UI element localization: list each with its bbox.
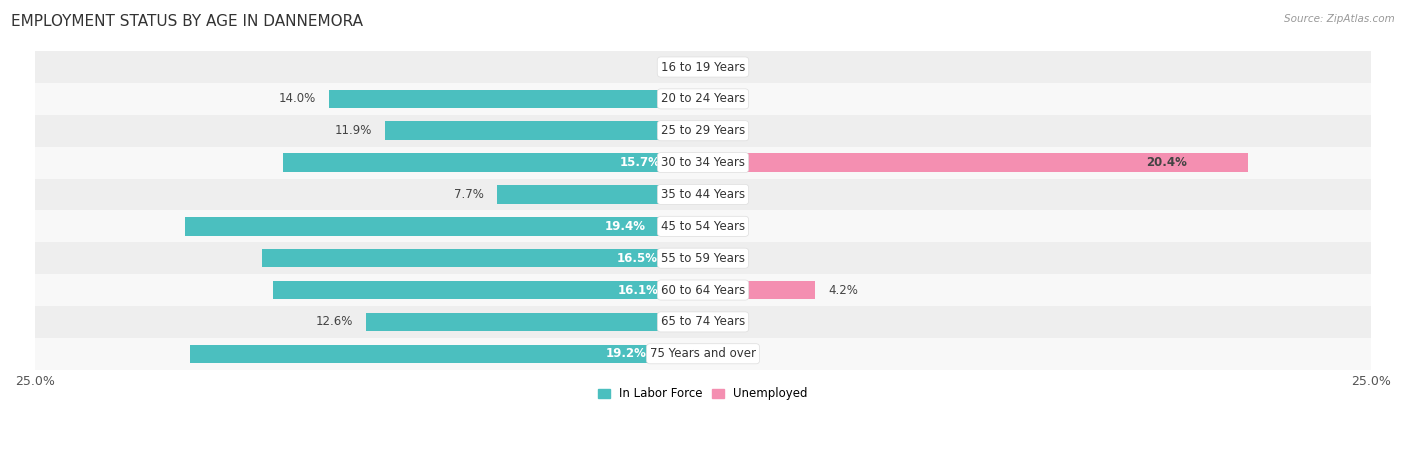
Text: 75 Years and over: 75 Years and over [650,347,756,360]
Legend: In Labor Force, Unemployed: In Labor Force, Unemployed [593,383,813,405]
Bar [273,281,703,299]
Text: 16.5%: 16.5% [616,252,658,265]
Bar [329,90,703,108]
Text: 4.2%: 4.2% [828,284,859,297]
Bar [35,306,1371,338]
Text: 15.7%: 15.7% [620,156,661,169]
Bar [184,217,703,235]
Bar [35,115,1371,147]
Text: 16 to 19 Years: 16 to 19 Years [661,60,745,74]
Text: 65 to 74 Years: 65 to 74 Years [661,315,745,328]
Text: 0.0%: 0.0% [714,124,744,137]
Text: 0.0%: 0.0% [714,60,744,74]
Bar [385,121,703,140]
Bar [35,210,1371,242]
Bar [35,83,1371,115]
Bar [35,338,1371,370]
Bar [367,313,703,331]
Text: 0.0%: 0.0% [714,92,744,106]
Text: 14.0%: 14.0% [278,92,315,106]
Text: 0.0%: 0.0% [714,220,744,233]
Text: 16.1%: 16.1% [619,284,659,297]
Text: 0.0%: 0.0% [662,60,692,74]
Text: 30 to 34 Years: 30 to 34 Years [661,156,745,169]
Text: 60 to 64 Years: 60 to 64 Years [661,284,745,297]
Text: 45 to 54 Years: 45 to 54 Years [661,220,745,233]
Text: 35 to 44 Years: 35 to 44 Years [661,188,745,201]
Text: 19.4%: 19.4% [605,220,645,233]
Text: 0.0%: 0.0% [714,347,744,360]
Text: 55 to 59 Years: 55 to 59 Years [661,252,745,265]
Text: EMPLOYMENT STATUS BY AGE IN DANNEMORA: EMPLOYMENT STATUS BY AGE IN DANNEMORA [11,14,363,28]
Text: Source: ZipAtlas.com: Source: ZipAtlas.com [1284,14,1395,23]
Bar [498,185,703,204]
Text: 0.0%: 0.0% [714,315,744,328]
Text: 7.7%: 7.7% [454,188,484,201]
Bar [190,345,703,363]
Bar [284,153,703,172]
Bar [35,242,1371,274]
Bar [35,179,1371,210]
Bar [262,249,703,267]
Text: 25 to 29 Years: 25 to 29 Years [661,124,745,137]
Text: 12.6%: 12.6% [315,315,353,328]
Text: 20 to 24 Years: 20 to 24 Years [661,92,745,106]
Text: 0.0%: 0.0% [714,188,744,201]
Bar [703,281,815,299]
Text: 19.2%: 19.2% [606,347,647,360]
Text: 20.4%: 20.4% [1146,156,1187,169]
Bar [35,51,1371,83]
Text: 11.9%: 11.9% [335,124,371,137]
Bar [35,147,1371,179]
Text: 0.0%: 0.0% [714,252,744,265]
Bar [703,153,1249,172]
Bar [35,274,1371,306]
